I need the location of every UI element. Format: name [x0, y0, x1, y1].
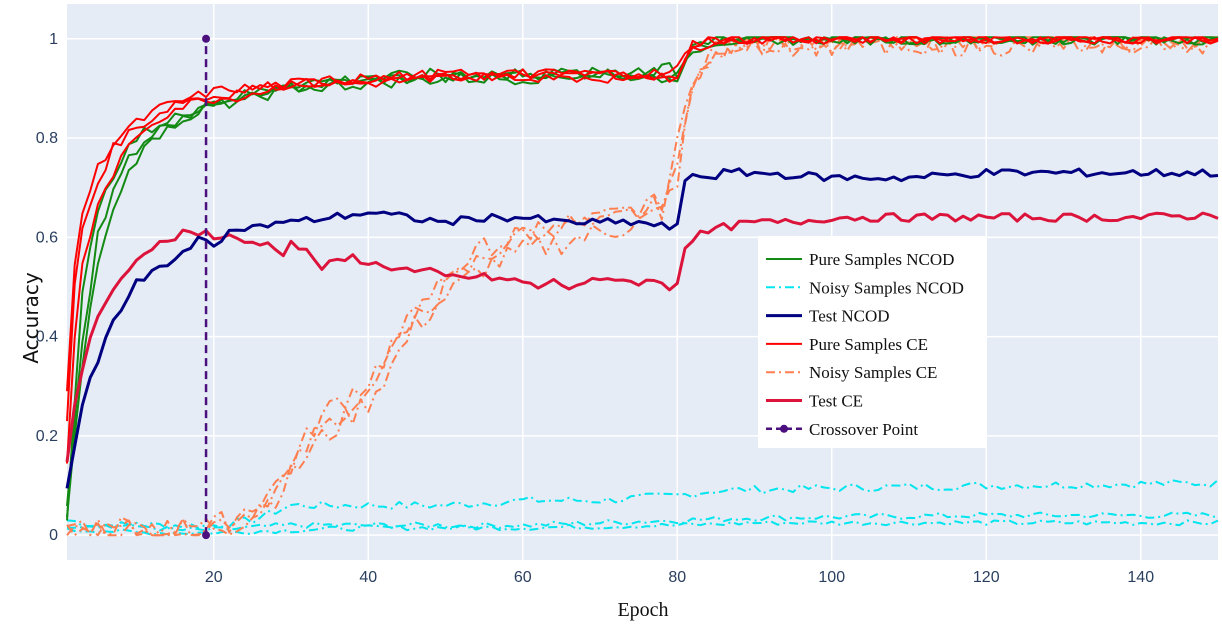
legend-box: [758, 236, 986, 448]
crossover-layer: [202, 34, 211, 540]
series-layer: [65, 36, 1219, 537]
series-line-noisy-samples-ncod-run-2: [66, 511, 1219, 532]
y-tick-labels: 0 0.2 0.4 0.6 0.8 1: [36, 31, 58, 544]
x-tick-label: 40: [359, 569, 377, 586]
y-tick-label: 1: [49, 31, 58, 48]
x-tick-label: 20: [205, 569, 223, 586]
legend-label: Test CE: [809, 392, 863, 411]
legend-label: Test NCOD: [809, 307, 890, 326]
series-line-noisy-samples-ncod-run-3: [66, 519, 1219, 536]
series-line-noisy-samples-ncod-run-1: [66, 479, 1219, 530]
series-line-test-ncod-run-1: [65, 167, 1219, 489]
crossover-point-bottom: [202, 531, 211, 540]
y-tick-label: 0.8: [36, 130, 58, 147]
x-axis-title: Epoch: [617, 599, 668, 621]
y-tick-label: 0.2: [36, 428, 58, 445]
x-tick-label: 140: [1127, 569, 1154, 586]
legend-label: Pure Samples CE: [809, 335, 928, 354]
legend-marker: [780, 424, 788, 433]
series-line-pure-samples-ce-run-3: [66, 36, 1219, 464]
legend: Pure Samples NCOD Noisy Samples NCOD Test …: [758, 236, 986, 448]
x-tick-label: 120: [973, 569, 1000, 586]
x-tick-label: 60: [514, 569, 532, 586]
legend-label: Noisy Samples NCOD: [809, 278, 964, 297]
legend-label: Crossover Point: [809, 420, 918, 439]
series-line-noisy-samples-ce-run-2: [66, 36, 1219, 537]
legend-label: Pure Samples NCOD: [809, 250, 954, 269]
crossover-point-top: [202, 34, 211, 43]
legend-label: Noisy Samples CE: [809, 363, 937, 382]
y-axis-title: Accuracy: [19, 272, 43, 363]
y-tick-label: 0: [49, 527, 58, 544]
y-tick-label: 0.4: [36, 329, 58, 346]
x-tick-label: 100: [818, 569, 845, 586]
x-tick-label: 80: [668, 569, 686, 586]
series-line-test-ce-run-1: [65, 211, 1219, 462]
y-tick-label: 0.6: [36, 229, 58, 246]
x-tick-labels: 20 40 60 80 100 120 140: [205, 569, 1154, 586]
